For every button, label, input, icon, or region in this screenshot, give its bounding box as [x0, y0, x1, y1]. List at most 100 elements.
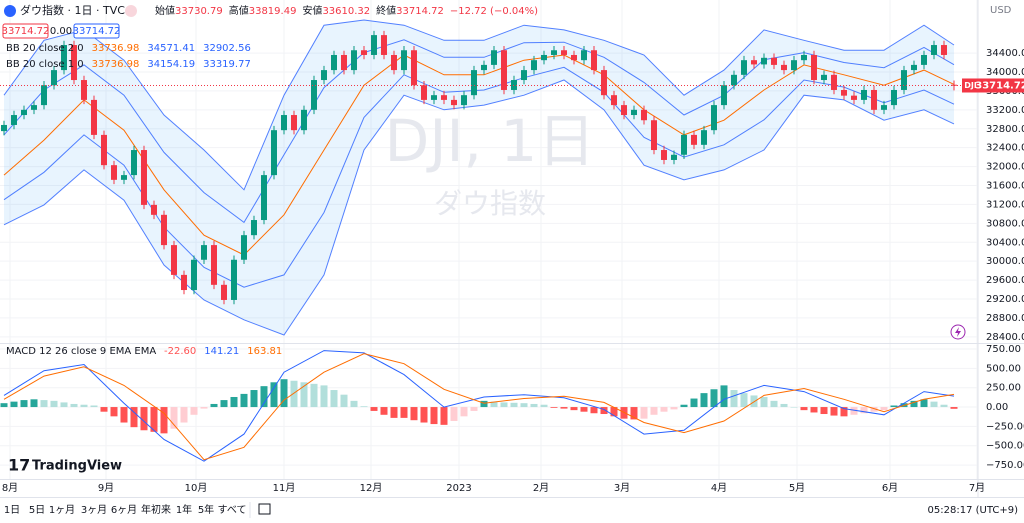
ohlc-value: 33819.49 [249, 6, 297, 17]
candle-body [51, 70, 57, 86]
candle-body [861, 89, 867, 100]
histogram-bar [230, 396, 238, 408]
ohlc: 始値33730.79 高値33819.49 安値33610.32 終値33714.72… [155, 4, 538, 17]
histogram-bar [410, 407, 418, 421]
candle-body [801, 54, 807, 61]
candle-body [411, 50, 417, 86]
band-line [3, 79, 955, 336]
macd-pane [0, 350, 958, 462]
histogram-bar [480, 400, 488, 408]
histogram-bar [940, 404, 948, 408]
histogram-bar [460, 407, 468, 417]
histogram-bar [720, 385, 728, 408]
range-button[interactable]: 1年 [176, 503, 192, 516]
histogram-bar [790, 407, 798, 408]
signal-line [3, 353, 955, 461]
histogram-bar [320, 385, 328, 408]
ohlc-value: 33610.32 [322, 6, 370, 17]
histogram-bar [860, 407, 868, 414]
candle-body [421, 85, 427, 100]
x-tick-label: 3月 [614, 482, 630, 494]
candle-body [141, 150, 147, 205]
candle-body [351, 50, 357, 71]
alert-icon[interactable] [950, 324, 966, 340]
symbol[interactable]: ダウ指数 · 1日 · TVC [20, 3, 125, 17]
histogram-bar [310, 383, 318, 408]
candle-body [321, 70, 327, 81]
x-tick-label: 6月 [882, 482, 898, 494]
y-tick-label: 31600.00 [986, 181, 1024, 192]
histogram-bar [160, 407, 168, 434]
candle-body [751, 60, 757, 65]
candle-body [0, 124, 7, 132]
histogram-bar [90, 405, 98, 408]
ohlc-label: 始値 [155, 4, 175, 17]
candle-body [631, 109, 637, 116]
histogram-bar [30, 399, 38, 408]
histogram-bar [0, 403, 8, 408]
bb-legend-value: 34154.19 [147, 59, 195, 70]
range-button[interactable]: 6ヶ月 [111, 504, 137, 516]
candle-body [691, 134, 697, 145]
flag-icon[interactable] [125, 5, 137, 17]
histogram-bar [660, 407, 668, 412]
candle-body [111, 165, 117, 180]
candle-body [651, 120, 657, 151]
ask-box[interactable] [73, 23, 120, 39]
histogram-bar [690, 398, 698, 408]
band-line [3, 19, 955, 191]
range-button[interactable]: 年初来 [141, 503, 171, 516]
histogram-bar [630, 407, 638, 420]
bb-legend-value: 34571.41 [147, 43, 195, 54]
bb-legend-title: BB 20 close 1 0 [6, 59, 84, 70]
brand: 17 TradingView [8, 456, 122, 475]
candle-body [221, 284, 227, 300]
histogram-bar [950, 407, 958, 409]
histogram-bar [880, 407, 888, 411]
candle-body [251, 220, 257, 236]
bid-box[interactable] [2, 23, 49, 39]
grid [0, 0, 978, 479]
range-button[interactable]: 5年 [198, 503, 214, 516]
candle-body [671, 154, 677, 160]
y-tick-label: 30400.00 [986, 237, 1024, 248]
bb-legend: BB 20 close 2 0 33736.98 34571.41 32902.56 [6, 43, 251, 54]
range-button[interactable]: 1ヶ月 [49, 504, 75, 516]
candle-body [621, 105, 627, 116]
candle-body [921, 54, 927, 65]
candle-body [821, 74, 827, 81]
histogram-bar [130, 407, 138, 428]
histogram-bar [220, 400, 228, 408]
candle-body [191, 259, 197, 291]
histogram-bar [730, 390, 738, 408]
currency: USD [990, 5, 1012, 16]
candle-body [261, 175, 267, 221]
histogram-bar [260, 386, 268, 408]
candle-body [881, 105, 887, 110]
band-basis [3, 54, 955, 256]
histogram-bar [650, 407, 658, 415]
range-button[interactable]: 5日 [29, 505, 45, 516]
y-tick-label: 30800.00 [986, 218, 1024, 229]
ohlc-value: 33730.79 [175, 6, 223, 17]
candle-body [211, 245, 217, 285]
x-tick-label: 9月 [98, 482, 114, 494]
calendar-icon[interactable] [258, 503, 271, 515]
legend: ダウ指数 · 1日 · TVC 始値33730.79 高値33819.49 安値33… [2, 3, 538, 70]
macd-legend-title: MACD 12 26 close 9 EMA EMA [6, 346, 156, 357]
y-tick-label: 29600.00 [986, 275, 1024, 286]
candle-body [401, 50, 407, 71]
candle-body [71, 45, 77, 81]
candle-body [301, 109, 307, 131]
histogram-bar [680, 404, 688, 408]
range-button[interactable]: すべて [218, 504, 247, 516]
brand-name: TradingView [32, 459, 122, 474]
range-button[interactable]: 3ヶ月 [81, 504, 107, 516]
histogram-bar [580, 407, 588, 412]
range-button[interactable]: 1日 [4, 505, 20, 516]
bb-legend-value: 33736.98 [92, 43, 140, 54]
candle-body [121, 175, 127, 180]
candle-body [231, 259, 237, 300]
histogram-bar [10, 401, 18, 408]
